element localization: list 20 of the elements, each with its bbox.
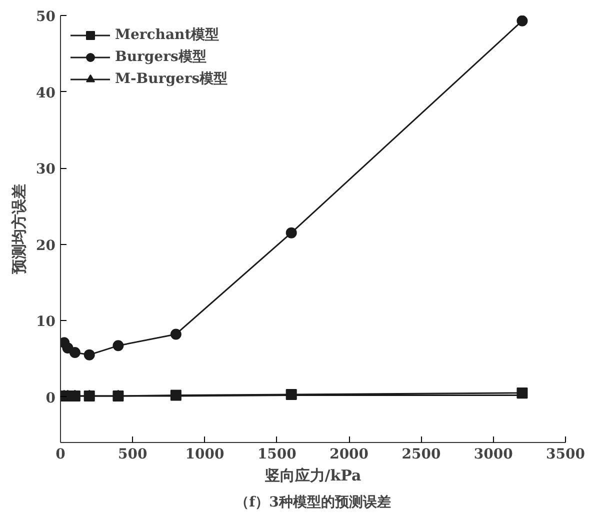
x-tick-label: 0	[56, 446, 66, 462]
x-tick-label: 3500	[546, 446, 586, 462]
x-tick-label: 2000	[330, 446, 369, 462]
y-tick-label: 0	[46, 390, 56, 406]
y-tick-label: 50	[36, 9, 56, 25]
x-tick-label: 1000	[185, 446, 225, 462]
y-tick-label: 30	[36, 162, 56, 178]
text: （f）3种模型的预测误差	[235, 494, 391, 510]
legend-label: Burgers模型	[115, 48, 206, 66]
x-tick-label: 3000	[474, 446, 514, 462]
y-tick-label: 10	[36, 314, 56, 330]
x-tick-label: 500	[118, 446, 148, 462]
y-tick-label: 40	[36, 85, 56, 102]
legend-label: M-Burgers模型	[115, 70, 228, 88]
y-tick-label: 20	[36, 238, 56, 254]
y-axis-title: 预测均方误差	[10, 184, 28, 275]
x-tick-label: 2500	[402, 446, 441, 462]
x-tick-label: 1500	[257, 446, 297, 462]
x-axis-title: 竖向应力/kPa	[264, 466, 362, 484]
legend-label: Merchant模型	[115, 26, 220, 44]
